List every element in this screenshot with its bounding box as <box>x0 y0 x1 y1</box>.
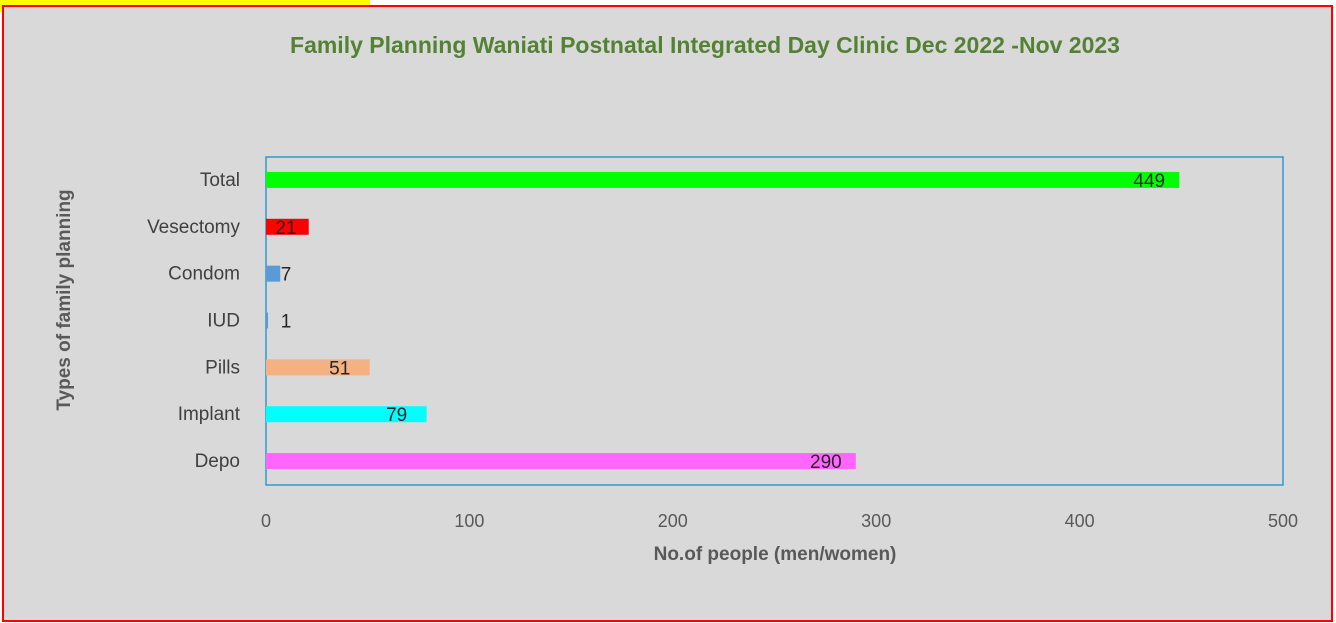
data-label: 449 <box>1133 171 1165 192</box>
data-label: 21 <box>275 218 296 239</box>
y-tick-label: Implant <box>178 404 241 425</box>
x-tick-label: 200 <box>658 511 688 531</box>
y-tick-label: IUD <box>207 311 240 332</box>
x-axis-label: No.of people (men/women) <box>654 544 897 565</box>
data-label: 79 <box>386 405 407 426</box>
bar <box>266 265 281 282</box>
data-label: 51 <box>329 358 350 379</box>
bar <box>266 218 309 235</box>
chart-title: Family Planning Waniati Postnatal Integr… <box>290 32 1120 58</box>
y-axis-label: Types of family planning <box>54 189 75 410</box>
data-label: 1 <box>281 312 292 333</box>
y-tick-label: Pills <box>205 357 240 378</box>
x-tick-label: 400 <box>1065 511 1095 531</box>
bar <box>266 453 856 470</box>
bar <box>266 359 370 376</box>
data-label: 290 <box>810 452 842 473</box>
bar <box>266 406 427 423</box>
bar <box>266 312 269 329</box>
y-tick-label: Condom <box>168 264 240 285</box>
y-tick-label: Depo <box>195 451 240 472</box>
x-tick-label: 100 <box>454 511 484 531</box>
y-tick-label: Vesectomy <box>147 217 240 238</box>
x-tick-label: 500 <box>1268 511 1298 531</box>
bar <box>266 171 1180 188</box>
y-tick-label: Total <box>200 170 240 191</box>
chart-frame <box>2 5 1333 622</box>
x-tick-label: 300 <box>861 511 891 531</box>
data-label: 7 <box>281 265 292 286</box>
x-tick-label: 0 <box>261 511 271 531</box>
